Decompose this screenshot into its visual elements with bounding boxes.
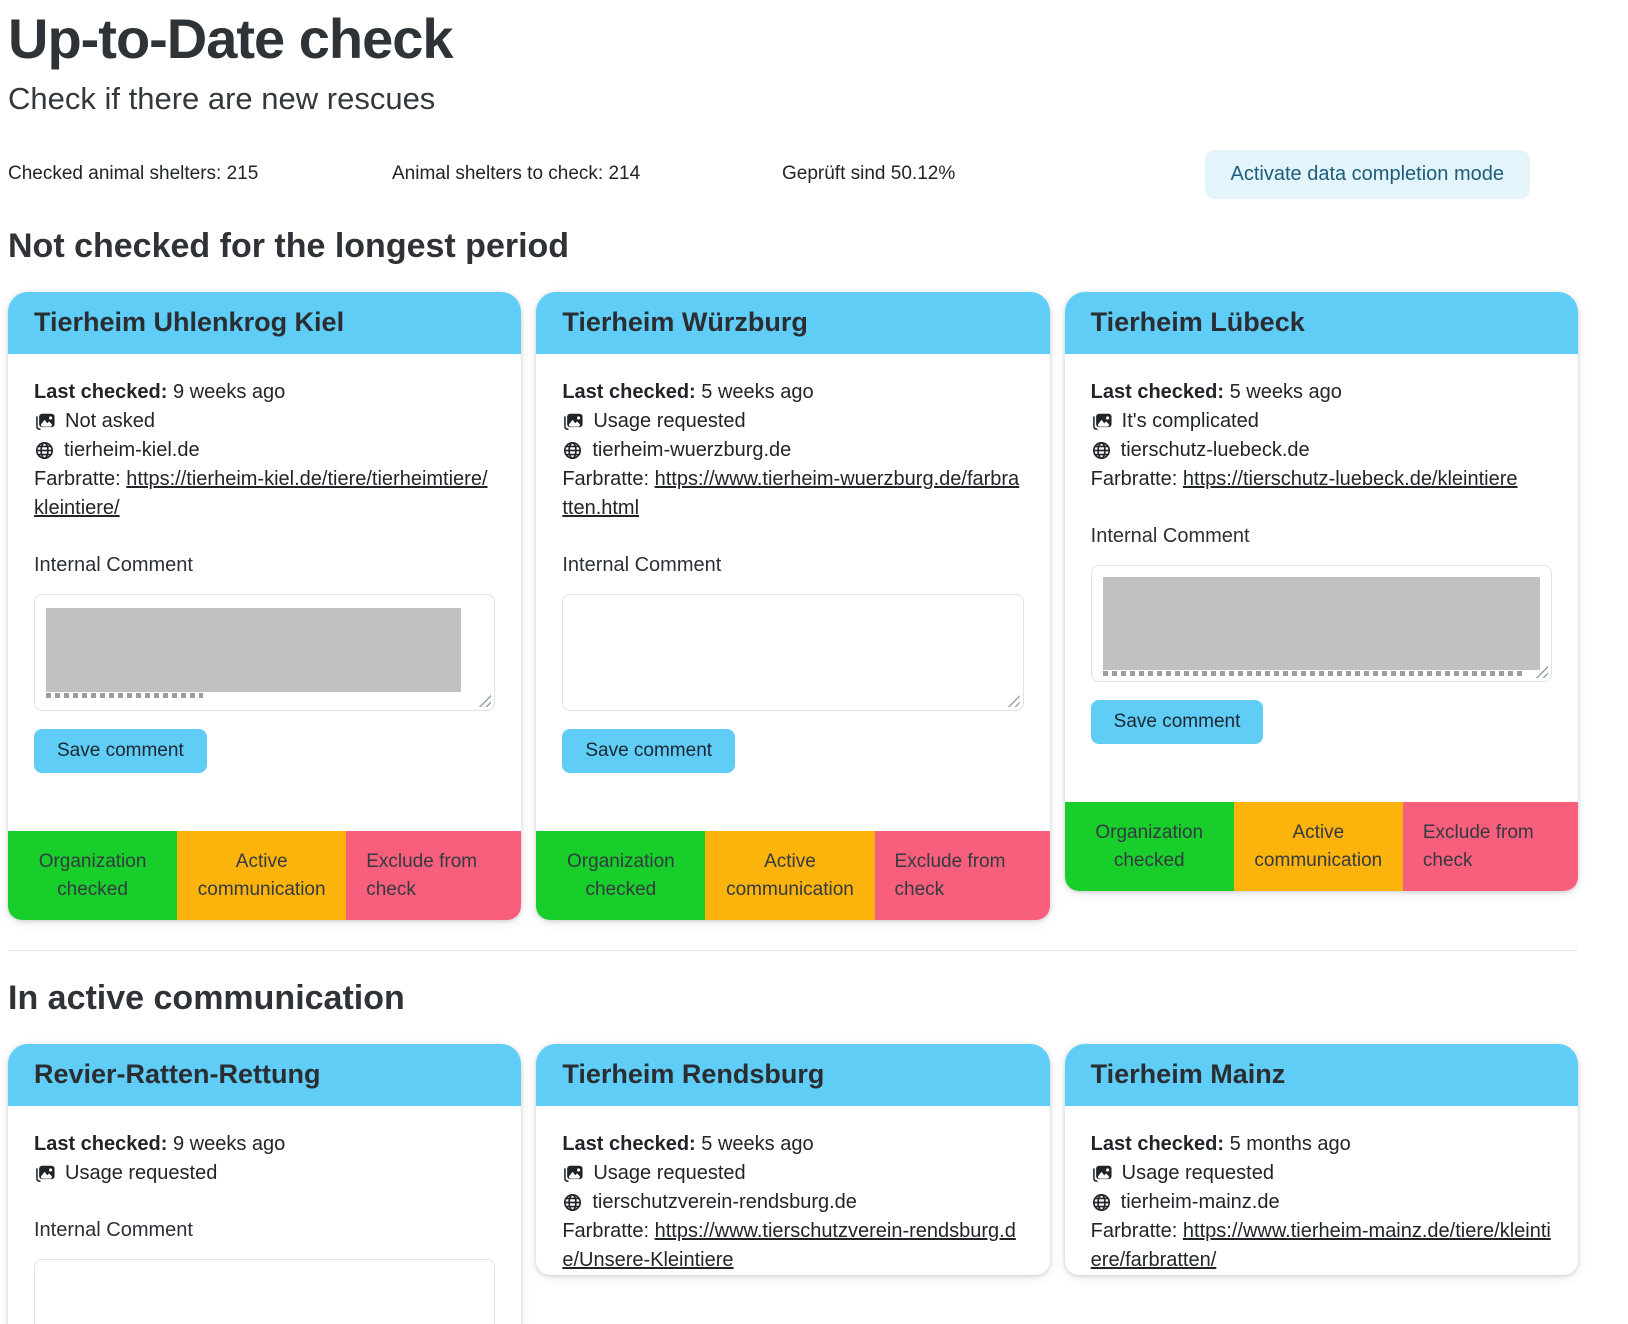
- shelter-card: Tierheim Uhlenkrog Kiel Last checked: 9 …: [8, 292, 522, 920]
- active-communication-button[interactable]: Active communication: [177, 831, 347, 920]
- farbratte-link[interactable]: https://www.tierheim-wuerzburg.de/farbra…: [562, 468, 1020, 519]
- globe-icon: [564, 1193, 582, 1212]
- internal-comment-textarea[interactable]: [1090, 565, 1552, 682]
- last-checked-line: Last checked: 9 weeks ago: [34, 381, 286, 403]
- card-title: Revier-Ratten-Rettung: [8, 1044, 522, 1106]
- internal-comment-label: Internal Comment: [34, 554, 193, 576]
- redacted-comment: [46, 608, 462, 692]
- clipped-text-artifact: [1102, 671, 1523, 676]
- photo-status: It's complicated: [1121, 410, 1259, 432]
- globe-icon: [1092, 441, 1110, 460]
- section-heading-active-communication: In active communication: [8, 979, 405, 1017]
- stat-checked-shelters: Checked animal shelters: 215: [8, 163, 259, 184]
- farbratte-link[interactable]: https://www.tierheim-mainz.de/tiere/klei…: [1090, 1220, 1551, 1271]
- shelter-card: Tierheim Würzburg Last checked: 5 weeks …: [536, 292, 1050, 920]
- exclude-from-check-button[interactable]: Exclude from check: [1402, 802, 1578, 891]
- website: tierheim-wuerzburg.de: [592, 439, 792, 461]
- last-checked-line: Last checked: 5 months ago: [1090, 1133, 1351, 1155]
- organization-checked-button[interactable]: Organization checked: [8, 831, 178, 920]
- card-title: Tierheim Lübeck: [1064, 292, 1578, 354]
- internal-comment-label: Internal Comment: [34, 1219, 193, 1241]
- image-icon: [36, 1164, 56, 1182]
- exclude-from-check-button[interactable]: Exclude from check: [346, 831, 522, 920]
- internal-comment-textarea[interactable]: [562, 594, 1024, 711]
- website: tierschutzverein-rendsburg.de: [592, 1191, 857, 1213]
- farbratte-link[interactable]: https://tierheim-kiel.de/tiere/tierheimt…: [34, 468, 488, 519]
- photo-status: Not asked: [65, 410, 156, 432]
- internal-comment-textarea[interactable]: [34, 594, 496, 711]
- stat-shelters-to-check: Animal shelters to check: 214: [392, 163, 641, 184]
- activate-data-completion-button[interactable]: Activate data completion mode: [1204, 149, 1530, 199]
- website: tierschutz-luebeck.de: [1120, 439, 1310, 461]
- globe-icon: [35, 441, 54, 460]
- shelter-card: Tierheim Rendsburg Last checked: 5 weeks…: [536, 1044, 1050, 1275]
- card-title: Tierheim Mainz: [1064, 1044, 1578, 1106]
- internal-comment-label: Internal Comment: [562, 554, 722, 576]
- last-checked-line: Last checked: 5 weeks ago: [1090, 381, 1342, 403]
- photo-status: Usage requested: [593, 1162, 746, 1184]
- cards-row-active-communication: Revier-Ratten-Rettung Last checked: 9 we…: [8, 1044, 1578, 1324]
- internal-comment-textarea[interactable]: [34, 1259, 496, 1324]
- status-actions: Organization checked Active communicatio…: [8, 831, 522, 920]
- photo-status: Usage requested: [65, 1162, 218, 1184]
- card-title: Tierheim Würzburg: [536, 292, 1050, 354]
- cards-row-not-checked: Tierheim Uhlenkrog Kiel Last checked: 9 …: [8, 292, 1578, 920]
- card-title: Tierheim Uhlenkrog Kiel: [8, 292, 522, 354]
- page-subtitle: Check if there are new rescues: [8, 81, 436, 116]
- website: tierheim-kiel.de: [64, 439, 200, 461]
- globe-icon: [564, 441, 582, 460]
- active-communication-button[interactable]: Active communication: [705, 831, 875, 920]
- image-icon: [564, 1164, 584, 1182]
- farbratte-link[interactable]: https://www.tierschutzverein-rendsburg.d…: [562, 1220, 1016, 1271]
- last-checked-line: Last checked: 5 weeks ago: [562, 1133, 814, 1155]
- image-icon: [564, 412, 584, 430]
- image-icon: [1092, 1164, 1112, 1182]
- last-checked-line: Last checked: 5 weeks ago: [562, 381, 814, 403]
- status-actions: Organization checked Active communicatio…: [536, 831, 1050, 920]
- shelter-card: Revier-Ratten-Rettung Last checked: 9 we…: [8, 1044, 522, 1324]
- image-icon: [1092, 412, 1112, 430]
- farbratte-link[interactable]: https://tierschutz-luebeck.de/kleintiere: [1182, 468, 1518, 490]
- organization-checked-button[interactable]: Organization checked: [536, 831, 706, 920]
- stats-row: Checked animal shelters: 215 Animal shel…: [8, 149, 1628, 199]
- last-checked-line: Last checked: 9 weeks ago: [34, 1133, 286, 1155]
- resize-handle[interactable]: [1006, 694, 1020, 707]
- section-divider: [8, 950, 1578, 951]
- redacted-comment: [1102, 577, 1540, 670]
- save-comment-button[interactable]: Save comment: [562, 729, 736, 773]
- resize-handle[interactable]: [478, 694, 492, 707]
- stat-percent-checked: Geprüft sind 50.12%: [782, 163, 956, 184]
- exclude-from-check-button[interactable]: Exclude from check: [874, 831, 1050, 920]
- photo-status: Usage requested: [593, 410, 746, 432]
- save-comment-button[interactable]: Save comment: [1090, 700, 1264, 744]
- page-title: Up-to-Date check: [8, 7, 454, 70]
- shelter-card: Tierheim Mainz Last checked: 5 months ag…: [1064, 1044, 1578, 1275]
- card-title: Tierheim Rendsburg: [536, 1044, 1050, 1106]
- organization-checked-button[interactable]: Organization checked: [1064, 802, 1234, 891]
- clipped-text-artifact: [46, 693, 204, 698]
- active-communication-button[interactable]: Active communication: [1233, 802, 1403, 891]
- section-heading-not-checked: Not checked for the longest period: [8, 227, 570, 265]
- internal-comment-label: Internal Comment: [1090, 525, 1250, 547]
- image-icon: [36, 412, 56, 430]
- save-comment-button[interactable]: Save comment: [34, 729, 207, 773]
- shelter-card: Tierheim Lübeck Last checked: 5 weeks ag…: [1064, 292, 1578, 891]
- website: tierheim-mainz.de: [1120, 1191, 1280, 1213]
- status-actions: Organization checked Active communicatio…: [1064, 802, 1578, 891]
- globe-icon: [1092, 1193, 1110, 1212]
- photo-status: Usage requested: [1121, 1162, 1274, 1184]
